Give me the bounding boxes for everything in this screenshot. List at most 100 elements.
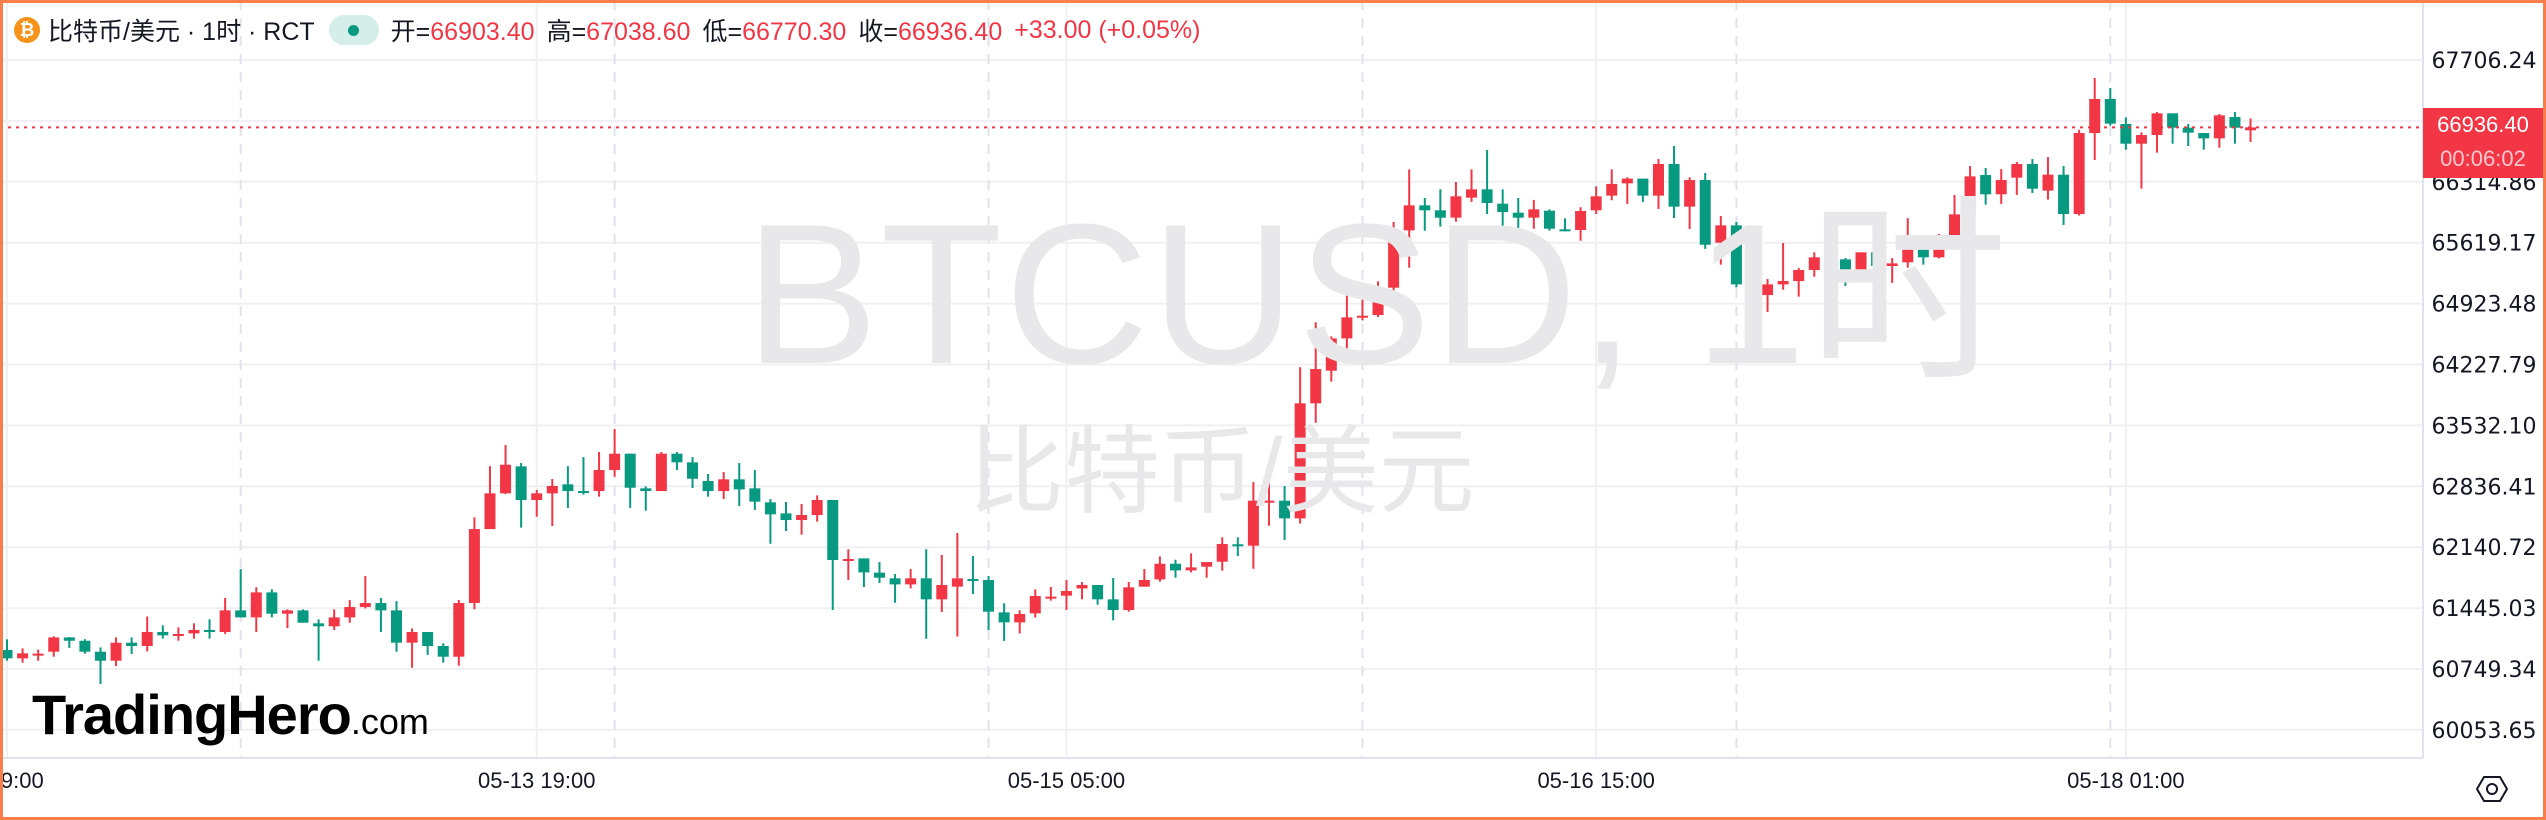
candle-down <box>266 592 278 614</box>
candle-down <box>79 640 91 652</box>
candle-up <box>936 584 948 600</box>
candle-up <box>531 493 543 500</box>
candle-down <box>1107 599 1119 611</box>
candle-up <box>1793 270 1805 282</box>
candle-up <box>1247 500 1259 546</box>
candle-up <box>905 578 917 585</box>
candle-down <box>2058 174 2070 215</box>
candle-down <box>1419 205 1431 211</box>
tradinghero-logo: TradingHero.com <box>32 683 429 746</box>
candle-down <box>1699 180 1711 245</box>
candle-up <box>1263 500 1275 503</box>
candle-up <box>1855 252 1867 276</box>
candle-down <box>1434 210 1446 218</box>
candle-down <box>920 578 932 600</box>
candle-up <box>188 629 200 634</box>
candle-up <box>718 479 730 492</box>
price-axis-label: 64923.48 <box>2432 293 2537 318</box>
candle-down <box>1543 210 1555 229</box>
candle-up <box>1154 563 1166 580</box>
candle-up <box>141 632 153 647</box>
candle-down <box>1824 257 1836 260</box>
time-axis-label: 05-16 15:00 <box>1537 768 1654 793</box>
candle-up <box>1762 284 1774 296</box>
candle-up <box>1777 281 1789 285</box>
candle-up <box>811 499 823 516</box>
candle-down <box>126 642 138 647</box>
candle-down <box>2229 117 2241 128</box>
candle-down <box>1980 175 1992 195</box>
candle-up <box>48 637 60 652</box>
symbol-title[interactable]: 比特币/美元 · 1时 · RCT <box>48 18 315 46</box>
candle-up <box>593 470 605 492</box>
candle-down <box>1917 247 1929 258</box>
candle-down <box>422 632 434 647</box>
candle-down <box>1512 212 1524 218</box>
candle-down <box>577 491 589 494</box>
candle-down <box>998 612 1010 623</box>
candle-up <box>17 653 29 659</box>
time-axis-label: 2 09:00 <box>0 768 44 793</box>
candle-up <box>2213 115 2225 139</box>
candle-up <box>1964 176 1976 215</box>
price-axis-label: 61445.03 <box>2432 597 2537 622</box>
candle-up <box>2042 174 2054 191</box>
candle-up <box>951 578 963 587</box>
candle-up <box>468 529 480 604</box>
candle-up <box>172 634 184 637</box>
candle-up <box>1933 235 1945 258</box>
candle-up <box>219 610 231 633</box>
low-value: 低=66770.30 <box>702 18 847 46</box>
candle-up <box>500 464 512 494</box>
market-status-badge[interactable] <box>328 15 379 45</box>
candle-up <box>1886 263 1898 267</box>
candle-down <box>1871 252 1883 267</box>
candle-down <box>764 502 776 515</box>
candle-down <box>94 651 106 661</box>
watermark-symbol: BTCUSD, 1时 <box>745 183 2010 406</box>
candle-down <box>1637 178 1649 196</box>
candle-up <box>1185 567 1197 571</box>
candle-down <box>1279 500 1291 519</box>
candle-down <box>1839 259 1851 277</box>
candle-up <box>546 485 558 494</box>
candle-down <box>671 453 683 463</box>
candle-down <box>391 610 402 643</box>
candle-down <box>297 610 309 623</box>
candle-up <box>1325 338 1337 371</box>
candle-down <box>515 466 527 500</box>
candle-up <box>2135 135 2147 144</box>
candle-up <box>609 453 621 471</box>
price-axis-label: 65619.17 <box>2432 232 2537 257</box>
candle-up <box>1808 257 1820 271</box>
candle-down <box>1730 225 1742 285</box>
candle-down <box>2120 124 2132 144</box>
candle-down <box>2167 113 2179 128</box>
legend-header: ₿ 比特币/美元 · 1时 · RCT 开=66903.40 高=67038.6… <box>14 10 1200 50</box>
settings-icon[interactable] <box>2476 775 2508 803</box>
candle-up <box>1450 196 1462 218</box>
price-axis-label: 60053.65 <box>2432 719 2537 744</box>
candle-down <box>375 603 387 611</box>
candle-down <box>687 462 699 479</box>
candle-up <box>1652 164 1664 196</box>
candle-up <box>32 653 44 656</box>
candle-up <box>1684 180 1696 207</box>
close-value: 收=66936.40 <box>858 18 1003 46</box>
candle-up <box>1372 288 1384 316</box>
price-axis-label: 62140.72 <box>2432 536 2537 561</box>
candle-up <box>1294 403 1306 519</box>
price-axis-label: 63532.10 <box>2432 414 2537 439</box>
candle-down <box>1559 229 1571 232</box>
candle-up <box>1310 369 1322 404</box>
candle-down <box>733 479 745 490</box>
change-value: +33.00 (+0.05%) <box>1014 15 1201 44</box>
time-axis-label: 05-13 19:00 <box>478 768 595 793</box>
candle-down <box>967 579 979 582</box>
high-value: 高=67038.60 <box>546 18 691 46</box>
candle-up <box>842 558 854 561</box>
candle-down <box>63 637 75 641</box>
candle-down <box>640 488 652 492</box>
candle-down <box>873 572 885 578</box>
